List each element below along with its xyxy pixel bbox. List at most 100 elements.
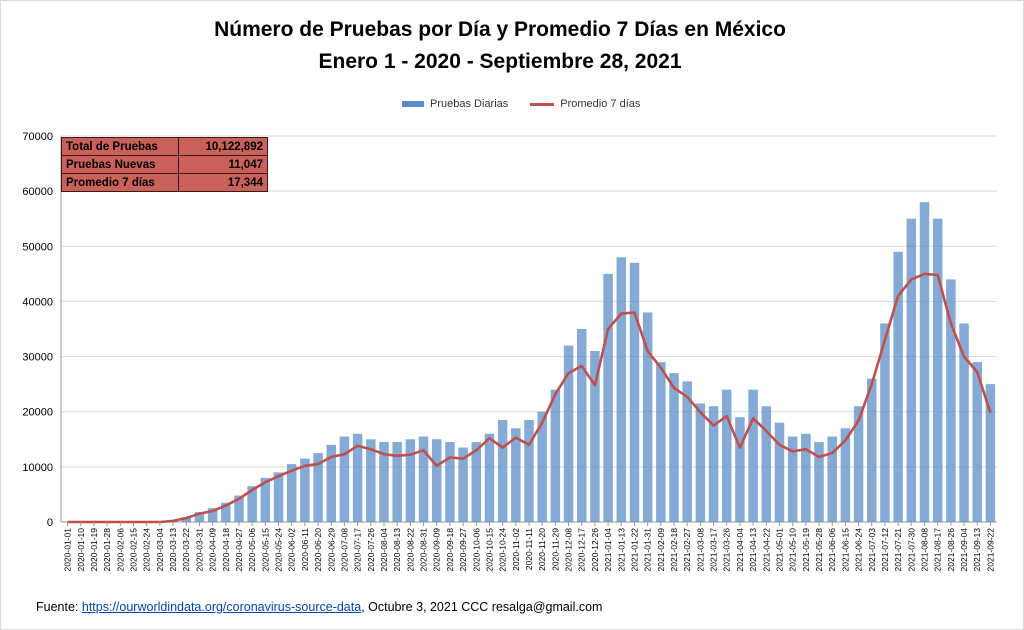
- bar-daily-tests: [853, 406, 864, 522]
- bar-daily-tests: [366, 439, 376, 522]
- x-tick-label: 2020-03-22: [181, 528, 191, 572]
- bar-daily-tests: [484, 433, 495, 522]
- x-tick-label: 2020-07-17: [353, 528, 363, 572]
- x-tick-label: 2020-09-27: [458, 528, 468, 572]
- x-tick-label: 2020-03-13: [168, 528, 178, 572]
- bar-daily-tests: [827, 436, 837, 522]
- bar-daily-tests: [260, 477, 271, 522]
- bar-daily-tests: [629, 262, 640, 522]
- chart-subtitle: Enero 1 - 2020 - Septiembre 28, 2021: [318, 50, 682, 73]
- stats-row: Pruebas Nuevas 11,047: [61, 155, 268, 174]
- y-tick-label: 70000: [22, 131, 53, 143]
- bar-daily-tests: [603, 273, 613, 522]
- bar-daily-tests: [893, 251, 903, 523]
- x-tick-label: 2020-07-08: [339, 528, 349, 572]
- x-tick-label: 2020-06-02: [287, 528, 297, 572]
- x-tick-label: 2021-04-22: [761, 528, 771, 572]
- x-tick-label: 2021-02-27: [682, 528, 692, 572]
- bar-daily-tests: [814, 442, 824, 522]
- x-tick-label: 2021-06-06: [827, 528, 837, 572]
- x-tick-label: 2020-09-09: [432, 528, 442, 572]
- stats-value: 11,047: [178, 155, 268, 174]
- legend-swatch-line: [530, 102, 555, 106]
- bar-daily-tests: [524, 419, 534, 522]
- x-tick-label: 2020-11-20: [537, 528, 547, 571]
- bar-daily-tests: [682, 381, 692, 522]
- x-tick-label: 2020-05-06: [247, 528, 257, 572]
- bar-daily-tests: [550, 389, 561, 522]
- y-tick-label: 30000: [22, 352, 53, 364]
- x-tick-label: 2020-08-04: [379, 528, 389, 572]
- x-tick-label: 2020-12-26: [590, 528, 600, 572]
- bar-daily-tests: [695, 403, 706, 522]
- footer-prefix: Fuente:: [36, 600, 79, 614]
- x-tick-label: 2021-05-28: [814, 528, 824, 572]
- x-tick-label: 2021-05-19: [801, 528, 811, 572]
- x-tick-label: 2021-07-12: [880, 528, 890, 572]
- bar-daily-tests: [735, 417, 745, 522]
- x-tick-label: 2020-08-22: [405, 528, 415, 572]
- bar-daily-tests: [181, 517, 191, 522]
- bar-daily-tests: [563, 345, 574, 522]
- x-tick-label: 2021-09-04: [959, 528, 969, 572]
- x-tick-label: 2021-03-08: [695, 528, 705, 572]
- x-tick-label: 2021-01-04: [603, 528, 613, 572]
- bar-daily-tests: [774, 422, 785, 522]
- bar-daily-tests: [972, 362, 982, 522]
- bar-daily-tests: [867, 378, 877, 522]
- x-tick-label: 2020-10-15: [484, 528, 494, 572]
- x-tick-label: 2020-01-10: [76, 528, 86, 572]
- y-tick-label: 20000: [22, 407, 53, 419]
- x-tick-label: 2020-01-28: [102, 528, 112, 572]
- bar-daily-tests: [247, 486, 257, 522]
- x-tick-label: 2020-06-20: [313, 528, 323, 572]
- x-tick-label: 2020-11-29: [550, 528, 560, 571]
- bar-daily-tests: [919, 202, 930, 522]
- y-tick-label: 50000: [22, 241, 53, 253]
- bar-daily-tests: [801, 433, 811, 522]
- bar-daily-tests: [471, 442, 482, 522]
- stats-value: 10,122,892: [178, 137, 268, 156]
- bar-daily-tests: [880, 323, 890, 522]
- x-tick-label: 2020-05-24: [274, 528, 284, 572]
- bar-daily-tests: [642, 312, 653, 522]
- source-link[interactable]: https://ourworldindata.org/coronavirus-s…: [81, 600, 362, 614]
- bar-daily-tests: [445, 442, 455, 522]
- x-tick-label: 2021-02-09: [656, 528, 666, 572]
- footer-details: , Octubre 3, 2021 CCC resalga@gmail.com: [361, 600, 603, 614]
- x-tick-label: 2021-01-22: [629, 528, 639, 572]
- stats-row: Promedio 7 días 17,344: [61, 173, 268, 192]
- bar-daily-tests: [194, 512, 205, 522]
- y-tick-label: 0: [47, 517, 53, 529]
- x-tick-label: 2020-01-01: [63, 528, 73, 572]
- bar-daily-tests: [221, 502, 231, 522]
- x-tick-label: 2020-10-06: [471, 528, 481, 572]
- source-footer: Fuente: https://ourworldindata.org/coron…: [36, 600, 602, 614]
- x-tick-label: 2020-08-13: [392, 528, 402, 572]
- x-tick-label: 2020-01-19: [89, 528, 99, 572]
- x-tick-label: 2020-04-09: [208, 528, 218, 572]
- line-7day-average: [67, 272, 992, 524]
- bar-daily-tests: [932, 218, 943, 522]
- x-tick-label: 2020-09-18: [445, 528, 455, 572]
- x-tick-label: 2021-06-15: [840, 528, 850, 572]
- bar-daily-tests: [352, 433, 363, 522]
- bar-daily-tests: [708, 406, 719, 522]
- bar-daily-tests: [207, 508, 218, 522]
- bar-daily-tests: [590, 351, 600, 522]
- y-tick-label: 60000: [22, 186, 53, 198]
- legend-label-line: Promedio 7 días: [560, 98, 641, 110]
- chart-legend: Pruebas Diarias Promedio 7 días: [402, 98, 640, 110]
- summary-stats-table: Total de Pruebas 10,122,892 Pruebas Nuev…: [61, 137, 268, 192]
- bar-daily-tests: [669, 373, 679, 522]
- legend-swatch-bars: [402, 101, 424, 107]
- chart-title: Número de Pruebas por Día y Promedio 7 D…: [214, 18, 786, 41]
- x-tick-label: 2020-02-15: [129, 528, 139, 572]
- x-tick-label: 2020-11-02: [511, 528, 521, 571]
- bar-daily-tests: [787, 436, 798, 522]
- bar-daily-tests: [458, 447, 468, 522]
- x-tick-label: 2020-11-11: [524, 528, 534, 570]
- bar-daily-tests: [748, 389, 758, 522]
- bar-daily-tests: [300, 458, 310, 522]
